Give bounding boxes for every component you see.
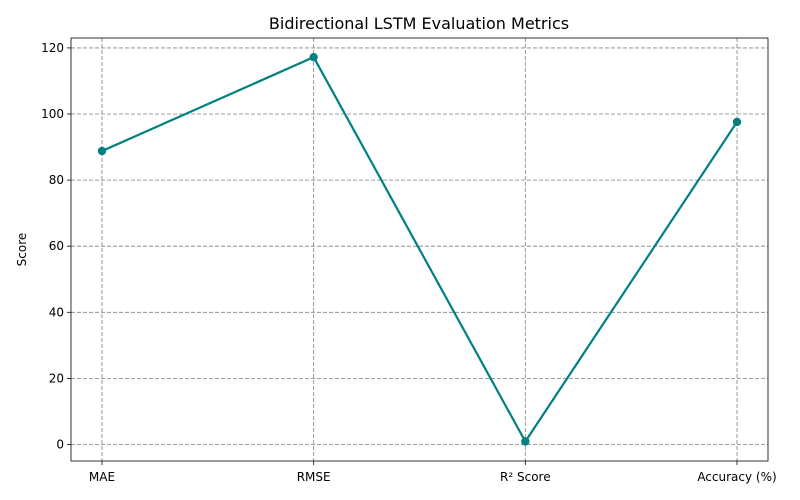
x-tick-label: R² Score xyxy=(500,470,551,484)
x-tick-label: Accuracy (%) xyxy=(697,470,776,484)
data-point xyxy=(309,52,318,62)
y-tick-label: 100 xyxy=(41,107,64,121)
y-axis-label: Score xyxy=(15,233,29,267)
data-point xyxy=(732,117,742,127)
y-tick-label: 60 xyxy=(49,239,64,253)
y-tick-label: 120 xyxy=(41,41,64,55)
series-layer xyxy=(97,52,742,446)
y-tick-label: 20 xyxy=(49,371,64,385)
plot-area-frame xyxy=(70,37,769,462)
y-axis-ticks: 0 20 40 60 80 100 120 xyxy=(41,41,71,451)
y-tick-label: 0 xyxy=(56,437,64,451)
y-tick-label: 40 xyxy=(49,305,64,319)
data-point xyxy=(97,146,107,156)
chart-title: Bidirectional LSTM Evaluation Metrics xyxy=(269,14,569,33)
y-tick-label: 80 xyxy=(49,173,64,187)
x-axis-ticks: MAE RMSE R² Score Accuracy (%) xyxy=(89,461,777,484)
grid xyxy=(71,38,768,461)
x-tick-label: RMSE xyxy=(297,470,331,484)
x-tick-label: MAE xyxy=(89,470,115,484)
data-point xyxy=(521,437,530,446)
series-line xyxy=(101,56,738,443)
